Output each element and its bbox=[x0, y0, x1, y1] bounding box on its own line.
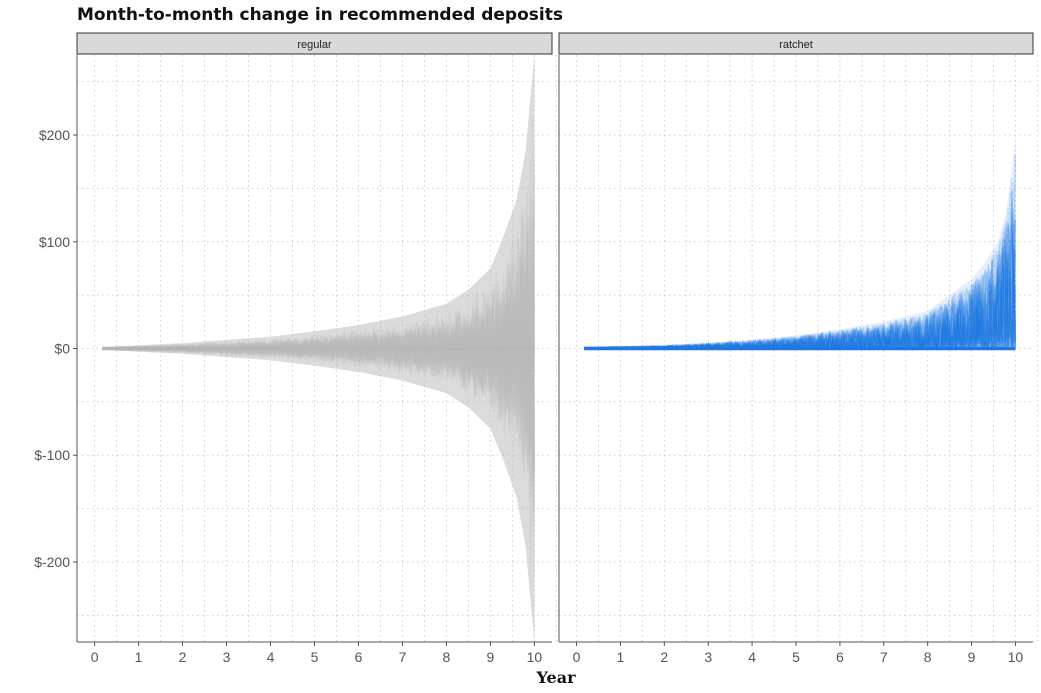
x-axis-title: Year bbox=[535, 668, 576, 687]
facet-strip bbox=[558, 32, 1034, 55]
y-tick-label: $-100 bbox=[34, 447, 70, 463]
simulation-trace bbox=[102, 242, 536, 575]
facet-strip-label: regular bbox=[297, 39, 332, 51]
x-tick-label: 5 bbox=[792, 649, 800, 665]
simulation-trace bbox=[101, 217, 536, 474]
simulation-trace bbox=[101, 251, 536, 510]
x-tick-label: 1 bbox=[617, 649, 625, 665]
simulation-trace bbox=[583, 252, 1017, 352]
simulation-traces bbox=[583, 153, 1017, 352]
simulation-trace bbox=[101, 268, 536, 472]
x-tick-label: 0 bbox=[573, 649, 581, 665]
facet-panels: regular 0 1 2 3 4 5 6 7 8 9 10 ratchet 0 1 2 3 4 5 6 7 8 9 10 bbox=[76, 32, 1038, 665]
y-tick-label: $100 bbox=[39, 234, 70, 250]
simulation-trace bbox=[583, 244, 1017, 352]
x-tick-label: 7 bbox=[399, 649, 407, 665]
y-axis: $200 $100 $0 $-100 $-200 bbox=[34, 127, 77, 570]
simulation-trace bbox=[101, 157, 536, 447]
x-tick-label: 0 bbox=[91, 649, 99, 665]
x-tick-label: 4 bbox=[267, 649, 275, 665]
facet-strip bbox=[76, 32, 553, 55]
chart-title: Month-to-month change in recommended dep… bbox=[77, 5, 563, 25]
simulation-trace bbox=[101, 276, 536, 452]
x-tick-label: 7 bbox=[880, 649, 888, 665]
x-tick-label: 9 bbox=[487, 649, 495, 665]
x-tick-label: 5 bbox=[311, 649, 319, 665]
facet-panel-regular: regular 0 1 2 3 4 5 6 7 8 9 10 bbox=[76, 32, 557, 665]
facet-panel-ratchet: ratchet 0 1 2 3 4 5 6 7 8 9 10 bbox=[558, 32, 1038, 665]
y-tick-label: $0 bbox=[54, 341, 70, 357]
simulation-trace bbox=[102, 213, 536, 452]
x-tick-label: 2 bbox=[179, 649, 187, 665]
simulation-trace bbox=[102, 305, 536, 473]
y-tick-label: $200 bbox=[39, 127, 70, 143]
x-tick-label: 10 bbox=[527, 649, 543, 665]
x-tick-label: 10 bbox=[1008, 649, 1024, 665]
simulation-traces bbox=[101, 116, 536, 575]
simulation-trace bbox=[101, 201, 536, 454]
x-tick-label: 6 bbox=[355, 649, 363, 665]
x-tick-label: 8 bbox=[924, 649, 932, 665]
simulation-trace bbox=[101, 248, 536, 460]
x-tick-label: 1 bbox=[135, 649, 143, 665]
x-tick-label: 3 bbox=[223, 649, 231, 665]
x-tick-label: 4 bbox=[748, 649, 756, 665]
series-envelope bbox=[584, 140, 1016, 349]
x-tick-label: 9 bbox=[968, 649, 976, 665]
x-tick-label: 8 bbox=[443, 649, 451, 665]
x-tick-label: 2 bbox=[660, 649, 668, 665]
facet-strip-label: ratchet bbox=[779, 39, 813, 51]
simulation-trace bbox=[102, 192, 536, 442]
x-tick-label: 3 bbox=[704, 649, 712, 665]
x-tick-label: 6 bbox=[836, 649, 844, 665]
y-tick-label: $-200 bbox=[34, 554, 70, 570]
